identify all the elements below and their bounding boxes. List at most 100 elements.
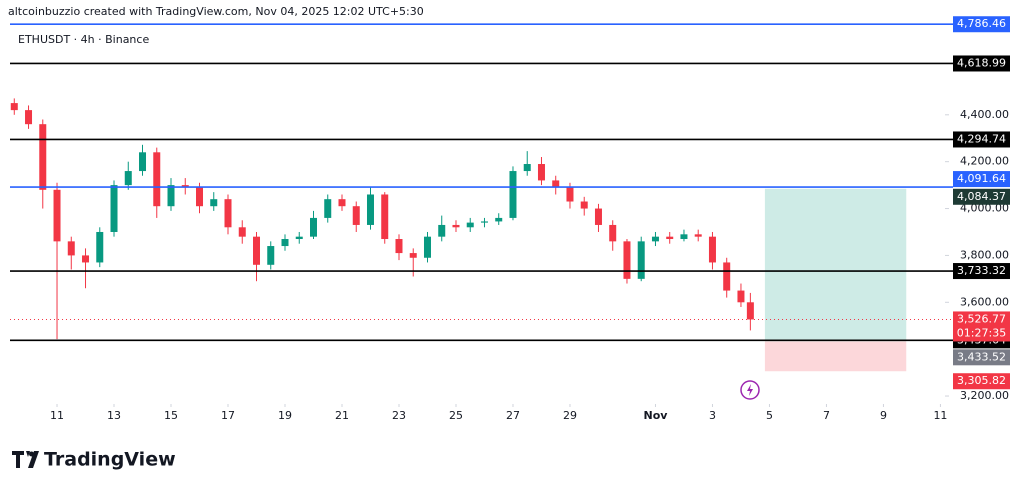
candle-body (324, 199, 332, 218)
loss-zone (764, 341, 907, 372)
candle-body (39, 124, 47, 190)
profit-zone (764, 188, 907, 342)
candle-body (96, 231, 104, 263)
candle-body (395, 239, 403, 254)
candle-body (594, 208, 602, 225)
candle-body (452, 224, 460, 228)
candle-body (409, 253, 417, 258)
level-label-bg (953, 131, 1010, 148)
level-label-bg (953, 263, 1010, 280)
level-label: 4,618.99 (957, 56, 1006, 69)
x-tick-label: 25 (449, 409, 463, 422)
x-tick-label: 5 (766, 409, 773, 422)
level-label-bg (953, 16, 1010, 33)
candle-body (609, 224, 617, 242)
y-tick-label: 4,200.00 (960, 155, 1009, 168)
x-tick-label: 9 (880, 409, 887, 422)
candle-body (352, 206, 360, 225)
candle-body (566, 187, 574, 202)
x-tick-label: 11 (933, 409, 947, 422)
stop-label-bg (953, 373, 1010, 390)
stop-label: 3,305.82 (957, 374, 1006, 387)
candle-body (153, 152, 161, 207)
alert-icon (740, 380, 760, 400)
candle-body (723, 262, 731, 291)
candle-body (694, 234, 702, 237)
candle-body (680, 234, 688, 240)
x-tick-label: 11 (50, 409, 64, 422)
credit: altcoinbuzzio created with TradingView.c… (8, 5, 424, 18)
last-price-label: 3,526.77 (957, 312, 1006, 325)
y-tick-label: 3,200.00 (960, 389, 1009, 402)
candle-body (423, 236, 431, 258)
candle-body (167, 185, 175, 207)
entry-label-bg (953, 349, 1010, 366)
candle-body (552, 180, 560, 188)
symbol: ETHUSDT · 4h · Binance (18, 33, 149, 46)
level-label-bg (953, 171, 1010, 188)
candle-body (82, 255, 90, 263)
candle-body (438, 224, 446, 237)
x-tick-label: 15 (164, 409, 178, 422)
candle-body (651, 236, 659, 242)
x-tick-label: 23 (392, 409, 406, 422)
y-tick-label: 4,400.00 (960, 108, 1009, 121)
candle-body (509, 171, 517, 218)
x-tick-label: 21 (335, 409, 349, 422)
candle-body (746, 302, 754, 320)
x-tick-label: 27 (506, 409, 520, 422)
candle-body (495, 217, 503, 222)
candle-body (238, 227, 246, 237)
last-price-bg (953, 311, 1010, 342)
candle-body (67, 241, 75, 256)
candle-body (124, 171, 132, 186)
candle-body (295, 236, 303, 240)
candle-body (25, 110, 33, 125)
y-tick-label: 3,600.00 (960, 295, 1009, 308)
candle-body (281, 239, 289, 247)
candle-body (338, 199, 346, 207)
candle-body (381, 194, 389, 240)
candle-body (480, 221, 488, 223)
candle-body (210, 199, 218, 207)
x-tick-label: Nov (643, 409, 668, 422)
x-tick-label: 19 (278, 409, 292, 422)
candle-body (196, 187, 204, 207)
candle-body (537, 164, 545, 181)
candle-body (708, 236, 716, 263)
x-tick-label: 29 (563, 409, 577, 422)
x-tick-label: 3 (709, 409, 716, 422)
candle-body (666, 236, 674, 240)
x-tick-label: 7 (823, 409, 830, 422)
candle-body (623, 241, 631, 279)
candle-body (267, 246, 275, 265)
brand-logo: TradingView (12, 449, 176, 471)
candle-body (580, 201, 588, 209)
candle-body (139, 152, 147, 172)
countdown: 01:27:35 (957, 326, 1006, 339)
level-label: 4,786.46 (957, 17, 1006, 30)
candle-body (53, 189, 61, 242)
target-label: 4,084.37 (957, 190, 1006, 203)
level-label: 3,733.32 (957, 264, 1006, 277)
candle-body (737, 290, 745, 303)
candle-body (10, 103, 18, 111)
candle-body (110, 185, 118, 232)
target-label-bg (953, 188, 1010, 205)
candle-body (224, 199, 232, 228)
entry-label: 3,433.52 (957, 350, 1006, 363)
candle-body (466, 222, 474, 228)
candle-body (523, 164, 531, 172)
level-label: 4,091.64 (957, 172, 1006, 185)
level-label: 4,294.74 (957, 132, 1006, 145)
candle-body (309, 217, 317, 237)
brand: TradingView (44, 449, 176, 471)
x-tick-label: 17 (221, 409, 235, 422)
candle-body (253, 236, 261, 265)
x-tick-label: 13 (107, 409, 121, 422)
level-label-bg (953, 55, 1010, 72)
y-tick-label: 3,800.00 (960, 248, 1009, 261)
candle-body (366, 194, 374, 225)
